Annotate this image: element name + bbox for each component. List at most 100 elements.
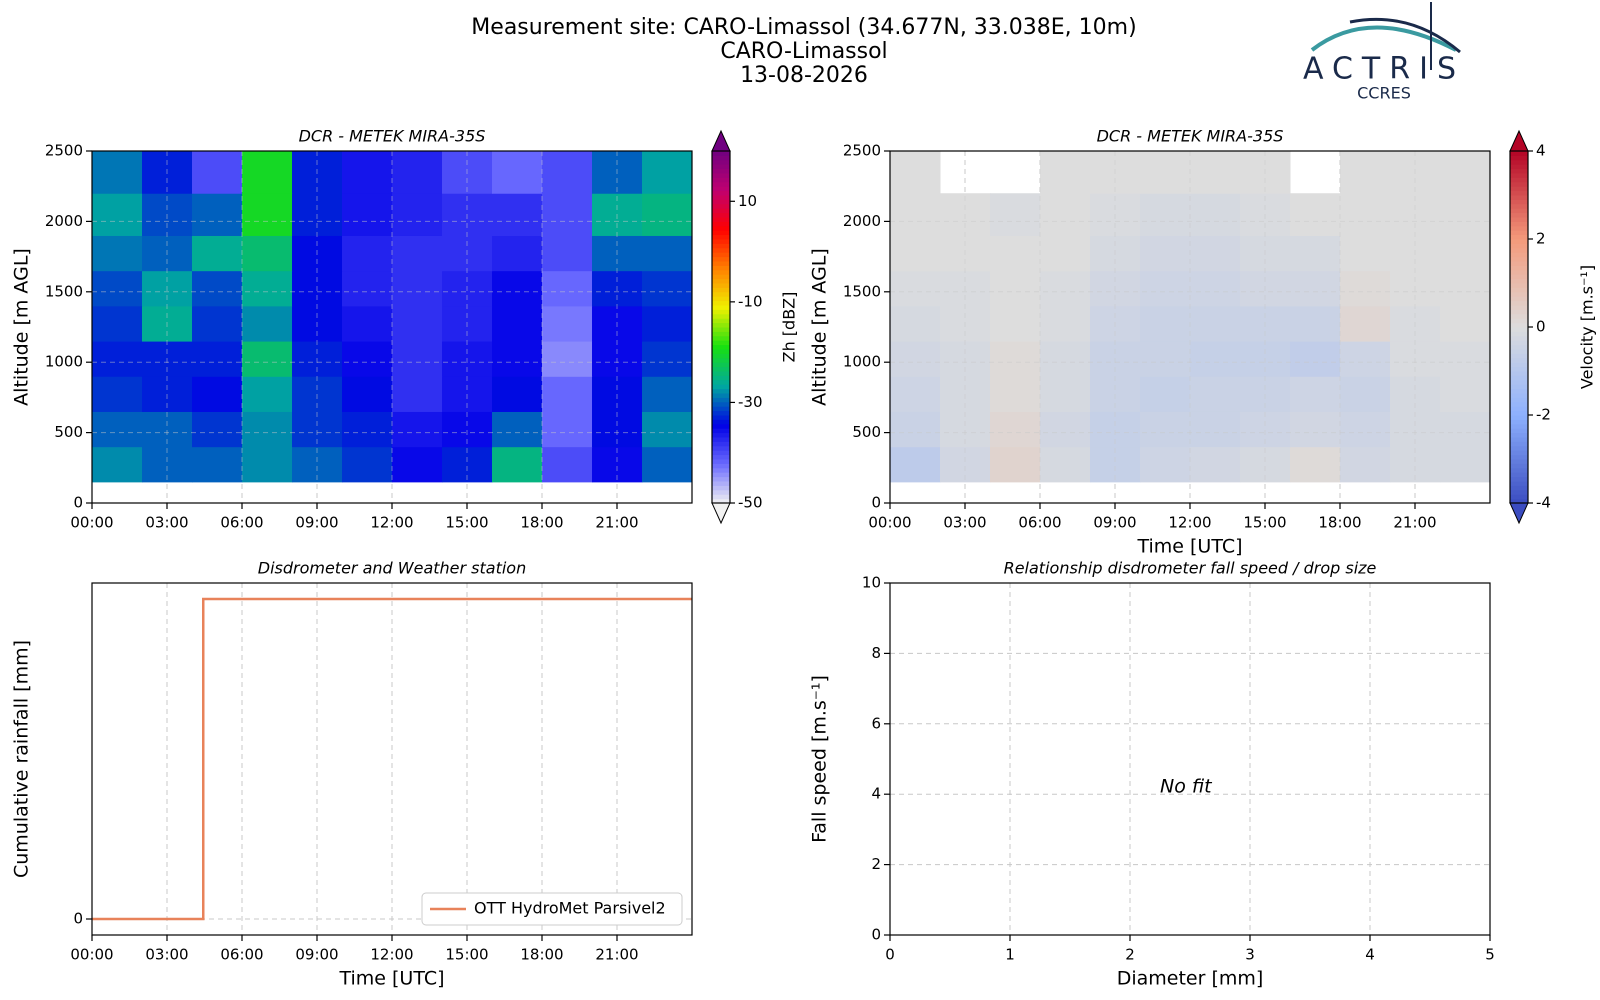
x-tick-label: 15:00 (1243, 514, 1286, 532)
colorbar-segment (1510, 181, 1528, 187)
colorbar-segment (712, 366, 730, 372)
colorbar-segment (1510, 164, 1528, 170)
heatmap-cell (1290, 305, 1341, 342)
colorbar-segment (712, 230, 730, 236)
colorbar-segment (712, 247, 730, 253)
heatmap-cell (92, 376, 143, 412)
colorbar-segment (712, 344, 730, 350)
x-tick-label: 06:00 (1018, 514, 1061, 532)
heatmap-cell (92, 411, 143, 448)
heatmap-cell (1040, 193, 1091, 236)
heatmap-cell (1190, 193, 1241, 236)
heatmap-cell (1440, 235, 1491, 272)
colorbar-segment (712, 287, 730, 293)
heatmap-cell (1190, 305, 1241, 342)
heatmap-cell (1340, 341, 1391, 377)
y-tick-label: 1000 (45, 353, 83, 371)
colorbar-segment (712, 423, 730, 429)
x-tick-label: 09:00 (295, 514, 338, 532)
heatmap-cell (392, 376, 443, 412)
heatmap-cell (92, 341, 143, 377)
heatmap-cell (990, 376, 1041, 412)
colorbar-segment (712, 296, 730, 302)
heatmap-cell (890, 235, 941, 272)
heatmap-cell (92, 270, 143, 307)
heatmap-cell (1290, 341, 1341, 377)
colorbar-segment (1510, 419, 1528, 425)
heatmap-cell (542, 305, 593, 342)
colorbar-segment (712, 199, 730, 205)
colorbar-segment (1510, 476, 1528, 482)
colorbar-segment (1510, 445, 1528, 451)
heatmap-cell (542, 411, 593, 448)
colorbar-segment (712, 278, 730, 284)
heatmap-cell (1040, 270, 1091, 307)
colorbar-segment (1510, 247, 1528, 253)
figure-title: Measurement site: CARO-Limassol (34.677N… (471, 15, 1136, 40)
colorbar-extension (711, 502, 731, 525)
colorbar-tick-label: -10 (738, 292, 763, 310)
colorbar-segment (712, 221, 730, 227)
heatmap-cell (1190, 376, 1241, 412)
colorbar-segment (712, 173, 730, 178)
colorbar-segment (1510, 388, 1528, 394)
heatmap-cell (1040, 235, 1091, 272)
colorbar-segment (1510, 309, 1528, 315)
colorbar-segment (712, 195, 730, 200)
colorbar-segment (1510, 375, 1528, 381)
colorbar-tick-label: 4 (1536, 142, 1546, 160)
x-tick-label: 21:00 (595, 946, 638, 964)
y-tick-label: 0 (871, 494, 881, 512)
heatmap-cell (1140, 235, 1191, 272)
heatmap-cell (642, 341, 693, 377)
colorbar-segment (1510, 322, 1528, 328)
colorbar-segment (712, 168, 730, 174)
colorbar-segment (1510, 225, 1528, 231)
colorbar-segment (1510, 313, 1528, 319)
colorbar-segment (1510, 239, 1528, 244)
colorbar-segment (1510, 335, 1528, 341)
heatmap-cell (492, 341, 543, 377)
colorbar-segment (712, 397, 730, 403)
heatmap-cell (192, 151, 243, 194)
heatmap-cell (192, 376, 243, 412)
colorbar-segment (1510, 423, 1528, 429)
x-tick-label: 3 (1245, 946, 1255, 964)
heatmap-cell (192, 341, 243, 377)
colorbar-segment (712, 335, 730, 341)
colorbar-segment (712, 401, 730, 407)
colorbar-segment (712, 313, 730, 319)
colorbar-tick-label: 10 (738, 192, 757, 210)
heatmap-cell (1340, 411, 1391, 448)
heatmap-cell (342, 341, 393, 377)
x-tick-label: 12:00 (370, 946, 413, 964)
plot-title: DCR - METEK MIRA-35S (1097, 127, 1284, 146)
heatmap-cell (492, 411, 543, 448)
heatmap-cell (1340, 151, 1391, 194)
colorbar-segment (1510, 450, 1528, 456)
colorbar-segment (712, 476, 730, 482)
logo-subtitle: CCRES (1357, 84, 1411, 103)
colorbar-segment (1510, 296, 1528, 302)
heatmap-cell (392, 270, 443, 307)
colorbar-segment (1510, 401, 1528, 407)
y-tick-label: 500 (852, 423, 881, 441)
heatmap-cell (192, 305, 243, 342)
colorbar-segment (1510, 379, 1528, 385)
colorbar-segment (1510, 168, 1528, 174)
colorbar-segment (712, 261, 730, 266)
heatmap-cell (492, 193, 543, 236)
colorbar-segment (712, 291, 730, 297)
x-tick-label: 0 (885, 946, 895, 964)
colorbar-segment (1510, 300, 1528, 306)
colorbar-segment (712, 164, 730, 170)
heatmap-cell (990, 446, 1041, 483)
colorbar-segment (1510, 481, 1528, 486)
heatmap-cell (1140, 446, 1191, 483)
heatmap-cell (392, 235, 443, 272)
colorbar-segment (1510, 208, 1528, 214)
colorbar-segment (1510, 498, 1528, 504)
y-tick-label: 1000 (843, 353, 881, 371)
plot-title: Relationship disdrometer fall speed / dr… (1004, 559, 1377, 578)
colorbar-segment (712, 357, 730, 363)
